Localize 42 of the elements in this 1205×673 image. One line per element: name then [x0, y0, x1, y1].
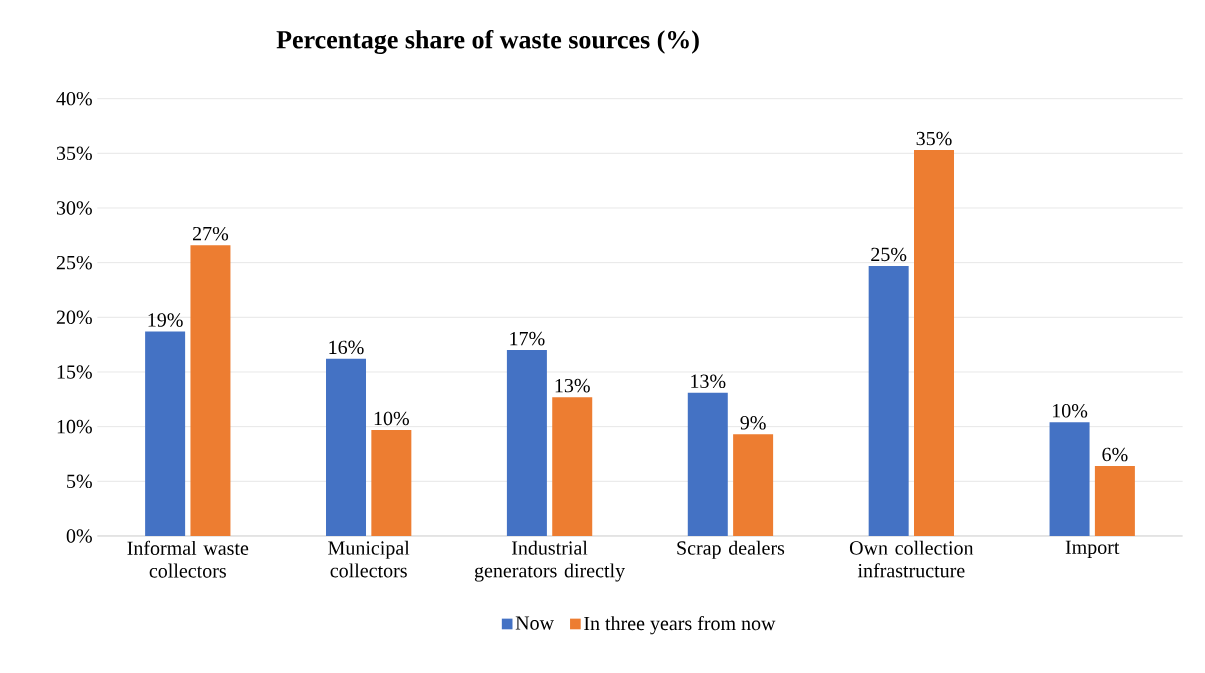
- legend-label: Now: [515, 616, 554, 630]
- data-label: 16%: [329, 340, 364, 355]
- data-label: 35%: [916, 131, 952, 146]
- bar: [552, 397, 593, 536]
- bar: [326, 358, 367, 536]
- data-label: 13%: [691, 374, 726, 389]
- data-label: 10%: [374, 411, 409, 426]
- bar: [506, 350, 547, 536]
- chart-title: Percentage share of waste sources (%): [276, 29, 699, 54]
- data-label: 17%: [510, 331, 545, 346]
- bar: [145, 331, 186, 536]
- bar: [733, 434, 774, 536]
- bar: [190, 245, 231, 536]
- x-tick-label: Municipal collectors: [328, 540, 410, 578]
- y-tick-label: 30%: [56, 201, 92, 215]
- y-tick-label: 25%: [56, 255, 92, 270]
- y-tick-label: 20%: [56, 310, 92, 325]
- x-tick-label: Import: [1065, 540, 1120, 559]
- data-label: 19%: [148, 313, 183, 327]
- bar: [371, 429, 412, 536]
- bar: [687, 392, 728, 536]
- data-label: 6%: [1102, 447, 1128, 462]
- data-label: 9%: [740, 416, 766, 430]
- y-tick-label: 15%: [57, 365, 92, 379]
- x-tick-label: Industrial generators directly: [474, 540, 626, 582]
- y-tick-label: 10%: [57, 419, 92, 434]
- legend-label: In three years from now: [584, 615, 776, 635]
- data-label: 13%: [555, 378, 590, 393]
- y-tick-label: 0%: [66, 529, 92, 543]
- data-label: 10%: [1052, 404, 1088, 418]
- bar: [1049, 422, 1090, 536]
- bar: [868, 265, 909, 536]
- data-label: 25%: [871, 247, 907, 262]
- x-tick-label: Own collection infrastructure: [849, 540, 974, 578]
- data-label: 27%: [193, 226, 229, 241]
- x-tick-label: Informal waste collectors: [127, 540, 249, 578]
- y-tick-label: 40%: [56, 91, 92, 106]
- y-tick-label: 35%: [56, 146, 92, 161]
- bar: [914, 150, 954, 536]
- bar: [1094, 466, 1135, 536]
- x-tick-label: Scrap dealers: [677, 540, 785, 559]
- y-tick-label: 5%: [67, 474, 92, 489]
